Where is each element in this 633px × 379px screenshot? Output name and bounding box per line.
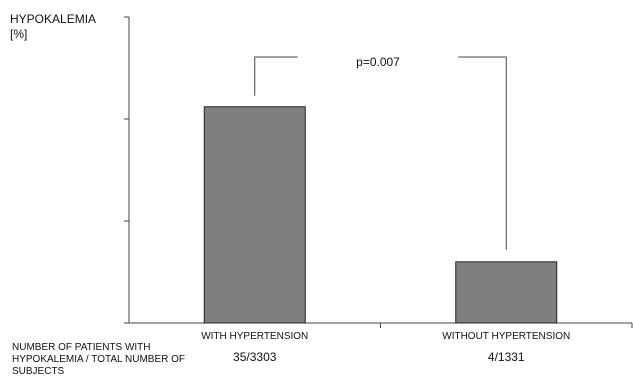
p-value-annotation: p=0.007 [356, 55, 400, 69]
y-axis-label-line2: [%] [10, 27, 28, 41]
footer-label: NUMBER OF PATIENTS WITH HYPOKALEMIA / TO… [12, 342, 186, 377]
ratio-label-1: 4/1331 [488, 350, 525, 364]
x-tick-label-0: WITH HYPERTENSION [201, 331, 308, 342]
bracket-left [254, 56, 298, 96]
bar-0 [203, 106, 306, 324]
ratio-label-0: 35/3303 [233, 350, 277, 364]
bracket-right [458, 56, 507, 250]
x-tick-label-1: WITHOUT HYPERTENSION [442, 331, 570, 342]
y-axis-label-line1: HYPOKALEMIA [10, 12, 97, 26]
bar-1 [455, 261, 558, 324]
y-axis-label: HYPOKALEMIA [%] [10, 12, 96, 42]
